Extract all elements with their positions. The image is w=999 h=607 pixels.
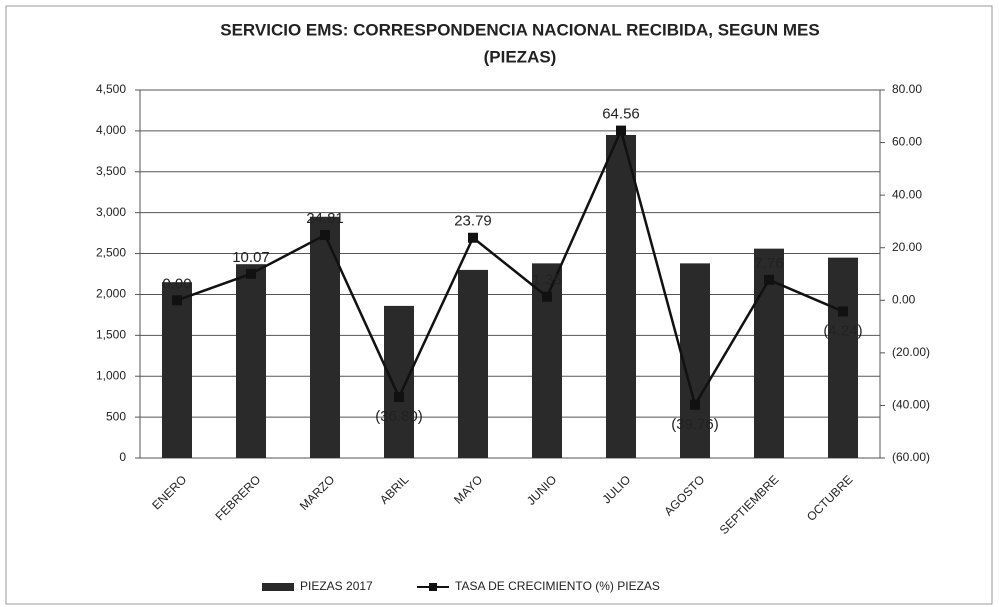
y-tick-label: 1,500	[96, 328, 126, 342]
y-tick-label: 2,000	[96, 287, 126, 301]
legend-label: TASA DE CRECIMIENTO (%) PIEZAS	[455, 579, 660, 593]
bar	[828, 257, 858, 458]
y2-tick-label: (60.00)	[892, 450, 930, 464]
bar	[236, 264, 266, 458]
data-label: 0.00	[162, 275, 191, 292]
data-label: 23.79	[454, 213, 492, 230]
y2-tick-label: (20.00)	[892, 345, 930, 359]
line-marker	[246, 268, 256, 279]
line-marker	[320, 230, 330, 241]
legend-swatch	[262, 583, 294, 591]
data-label: 10.07	[232, 249, 270, 266]
line-marker	[616, 125, 626, 136]
data-label: (36.80)	[375, 408, 423, 425]
data-label: 7.76	[754, 255, 783, 272]
bar	[384, 305, 414, 458]
y2-tick-label: 20.00	[892, 240, 922, 254]
y-tick-label: 4,000	[96, 123, 126, 137]
data-label: 1.35	[532, 272, 561, 289]
legend-swatch-marker	[429, 583, 437, 591]
bar	[310, 216, 340, 458]
y2-tick-label: 40.00	[892, 187, 922, 201]
legend-label: PIEZAS 2017	[300, 579, 373, 593]
chart-subtitle: (PIEZAS)	[484, 47, 557, 66]
y-tick-label: 3,000	[96, 205, 126, 219]
line-marker	[838, 306, 848, 317]
line-marker	[172, 295, 182, 306]
line-marker	[690, 399, 700, 410]
y2-tick-label: (40.00)	[892, 398, 930, 412]
line-marker	[394, 392, 404, 403]
y2-tick-label: 0.00	[892, 292, 916, 306]
bar	[606, 134, 636, 458]
y-tick-label: 2,500	[96, 246, 126, 260]
line-marker	[468, 232, 478, 243]
chart-title: SERVICIO EMS: CORRESPONDENCIA NACIONAL R…	[220, 20, 819, 39]
y-tick-label: 500	[106, 409, 126, 423]
line	[176, 126, 844, 408]
bar	[162, 282, 192, 458]
data-label: 24.81	[306, 210, 344, 227]
line-marker	[542, 291, 552, 302]
y-tick-label: 0	[119, 450, 126, 464]
bar	[458, 269, 488, 458]
y2-tick-label: 80.00	[892, 82, 922, 96]
data-label: (4.24)	[823, 322, 862, 339]
y-tick-label: 3,500	[96, 164, 126, 178]
y2-tick-label: 60.00	[892, 135, 922, 149]
data-label: 64.56	[602, 106, 640, 123]
line-marker	[764, 274, 774, 285]
y-tick-label: 1,000	[96, 368, 126, 382]
bar	[680, 263, 710, 458]
data-label: (39.76)	[671, 416, 719, 433]
y-tick-label: 4,500	[96, 82, 126, 96]
